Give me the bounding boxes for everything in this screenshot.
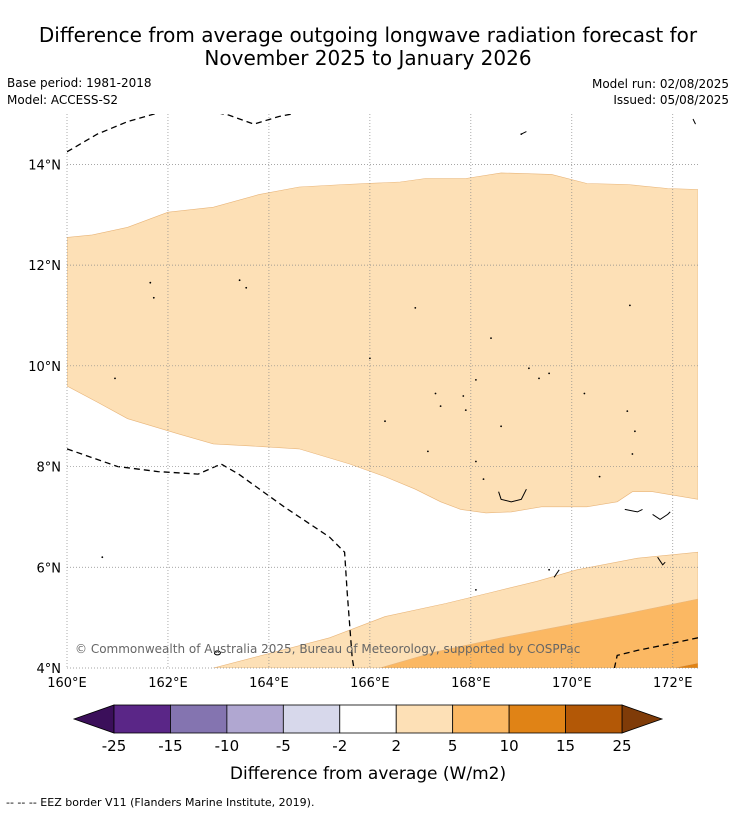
- coastline-0: [498, 488, 527, 503]
- colorbar-label: Difference from average (W/m2): [229, 764, 507, 784]
- colorbar-segment: [282, 704, 341, 734]
- y-tick-label: 4°N: [37, 662, 62, 677]
- island-20: [384, 420, 386, 423]
- copyright-note: © Commonwealth of Australia 2025, Bureau…: [75, 642, 580, 656]
- island-18: [634, 430, 636, 433]
- x-tick-label: 170°E: [552, 676, 592, 691]
- colorbar: -25 -15 -10 -5 -2 2 5 10 15 25: [72, 704, 664, 755]
- colorbar-over-arrow: [621, 704, 664, 734]
- model-label: Model: ACCESS-S2: [7, 93, 119, 107]
- coastline-6: [521, 131, 527, 135]
- region-2: [379, 598, 698, 668]
- eez-borders: [67, 114, 698, 668]
- island-12: [475, 379, 477, 381]
- issued-label: Issued: 05/08/2025: [613, 93, 729, 107]
- island-2: [238, 279, 241, 282]
- colorbar-segment: [170, 704, 228, 734]
- colorbar-segment: [226, 704, 284, 734]
- colorbar-tick-label: 15: [556, 737, 575, 755]
- x-tick-label: 164°E: [249, 676, 289, 691]
- axis-ticks: 160°E 162°E 164°E 166°E 168°E 170°E 172°E 4°N 6°…: [28, 158, 692, 691]
- island-outline: [213, 650, 221, 656]
- island-30: [414, 307, 417, 309]
- island-1: [152, 296, 155, 299]
- chart-title-line2: November 2025 to January 2026: [204, 46, 532, 70]
- y-tick-label: 12°N: [28, 259, 61, 274]
- x-tick-label: 160°E: [47, 676, 87, 691]
- coastline-3: [553, 569, 560, 578]
- island-7: [114, 377, 116, 380]
- island-3: [245, 286, 248, 289]
- coastline-5: [692, 118, 696, 125]
- island-17: [626, 410, 629, 412]
- island-15: [548, 372, 550, 375]
- anomaly-regions: [67, 172, 698, 668]
- x-tick-label: 172°E: [653, 676, 693, 691]
- eez-line-1: [67, 448, 355, 668]
- colorbar-tick-label: -2: [332, 737, 347, 755]
- region-0: [67, 172, 698, 514]
- colorbar-tick-label: -25: [102, 737, 127, 755]
- colorbar-under-arrow: [72, 704, 115, 734]
- island-0: [149, 281, 152, 284]
- colorbar-tick-label: 25: [612, 737, 631, 755]
- island-coastlines: [101, 118, 696, 656]
- chart-title-line1: Difference from average outgoing longwav…: [38, 23, 698, 47]
- island-19: [631, 453, 634, 455]
- island-9: [434, 392, 437, 395]
- colorbar-tick-label: 5: [448, 737, 458, 755]
- coastline-4: [657, 556, 666, 566]
- coastline-2: [652, 511, 671, 520]
- colorbar-segment: [339, 704, 397, 734]
- island-6: [629, 304, 631, 307]
- eez-legend-note: -- -- -- EEZ border V11 (Flanders Marine…: [6, 796, 315, 809]
- island-11: [500, 425, 502, 428]
- island-5: [490, 337, 492, 339]
- region-3: [672, 662, 698, 668]
- island-16: [583, 392, 586, 395]
- island-26: [475, 589, 477, 591]
- y-tick-label: 10°N: [28, 360, 61, 375]
- y-tick-label: 14°N: [28, 158, 61, 173]
- colorbar-segment: [395, 704, 454, 734]
- colorbar-tick-label: -10: [215, 737, 240, 755]
- colorbar-tick-label: 2: [391, 737, 401, 755]
- colorbar-tick-label: -5: [276, 737, 291, 755]
- y-tick-label: 8°N: [37, 461, 62, 476]
- island-14: [538, 377, 540, 380]
- island-21: [439, 405, 442, 407]
- colorbar-segment: [565, 704, 623, 734]
- island-28: [598, 475, 601, 478]
- colorbar-tick-label: -15: [158, 737, 183, 755]
- island-8: [462, 395, 465, 397]
- colorbar-tick-label: 10: [500, 737, 519, 755]
- island-10: [464, 409, 467, 411]
- colorbar-segment: [452, 704, 510, 734]
- island-23: [475, 460, 477, 463]
- island-25: [101, 556, 104, 559]
- y-tick-label: 6°N: [37, 561, 62, 576]
- island-24: [482, 478, 485, 480]
- coastline-1: [624, 508, 643, 513]
- eez-line-2: [613, 637, 698, 668]
- base-period-label: Base period: 1981-2018: [7, 76, 152, 90]
- x-tick-label: 168°E: [451, 676, 491, 691]
- x-tick-label: 162°E: [148, 676, 188, 691]
- island-13: [528, 367, 530, 370]
- colorbar-segment: [508, 704, 566, 734]
- island-4: [369, 357, 371, 360]
- x-tick-label: 166°E: [350, 676, 390, 691]
- island-27: [548, 568, 550, 571]
- island-22: [427, 450, 429, 453]
- eez-line-0: [67, 114, 296, 153]
- model-run-label: Model run: 02/08/2025: [591, 77, 729, 91]
- graticule: [66, 114, 698, 669]
- colorbar-segment: [113, 704, 171, 734]
